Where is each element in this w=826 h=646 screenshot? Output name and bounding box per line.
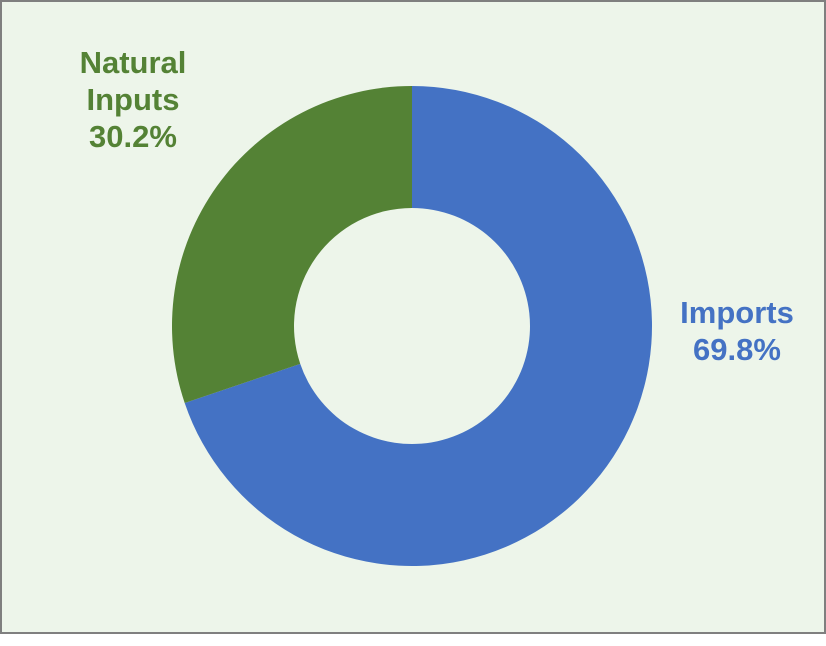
data-label-natural-percent: 30.2% bbox=[89, 119, 177, 154]
data-label-natural-name-line1: Natural bbox=[79, 45, 187, 80]
data-label-natural-name-line2: Inputs bbox=[86, 82, 180, 117]
donut-chart bbox=[172, 86, 653, 567]
donut-slice-natural-inputs bbox=[172, 86, 412, 404]
data-label-natural-inputs: Natural Inputs 30.2% bbox=[50, 44, 216, 155]
donut-slice-imports bbox=[184, 86, 653, 567]
data-label-imports-percent: 69.8% bbox=[693, 332, 781, 367]
data-label-imports: Imports 69.8% bbox=[652, 294, 822, 368]
data-label-imports-name: Imports bbox=[680, 295, 794, 330]
